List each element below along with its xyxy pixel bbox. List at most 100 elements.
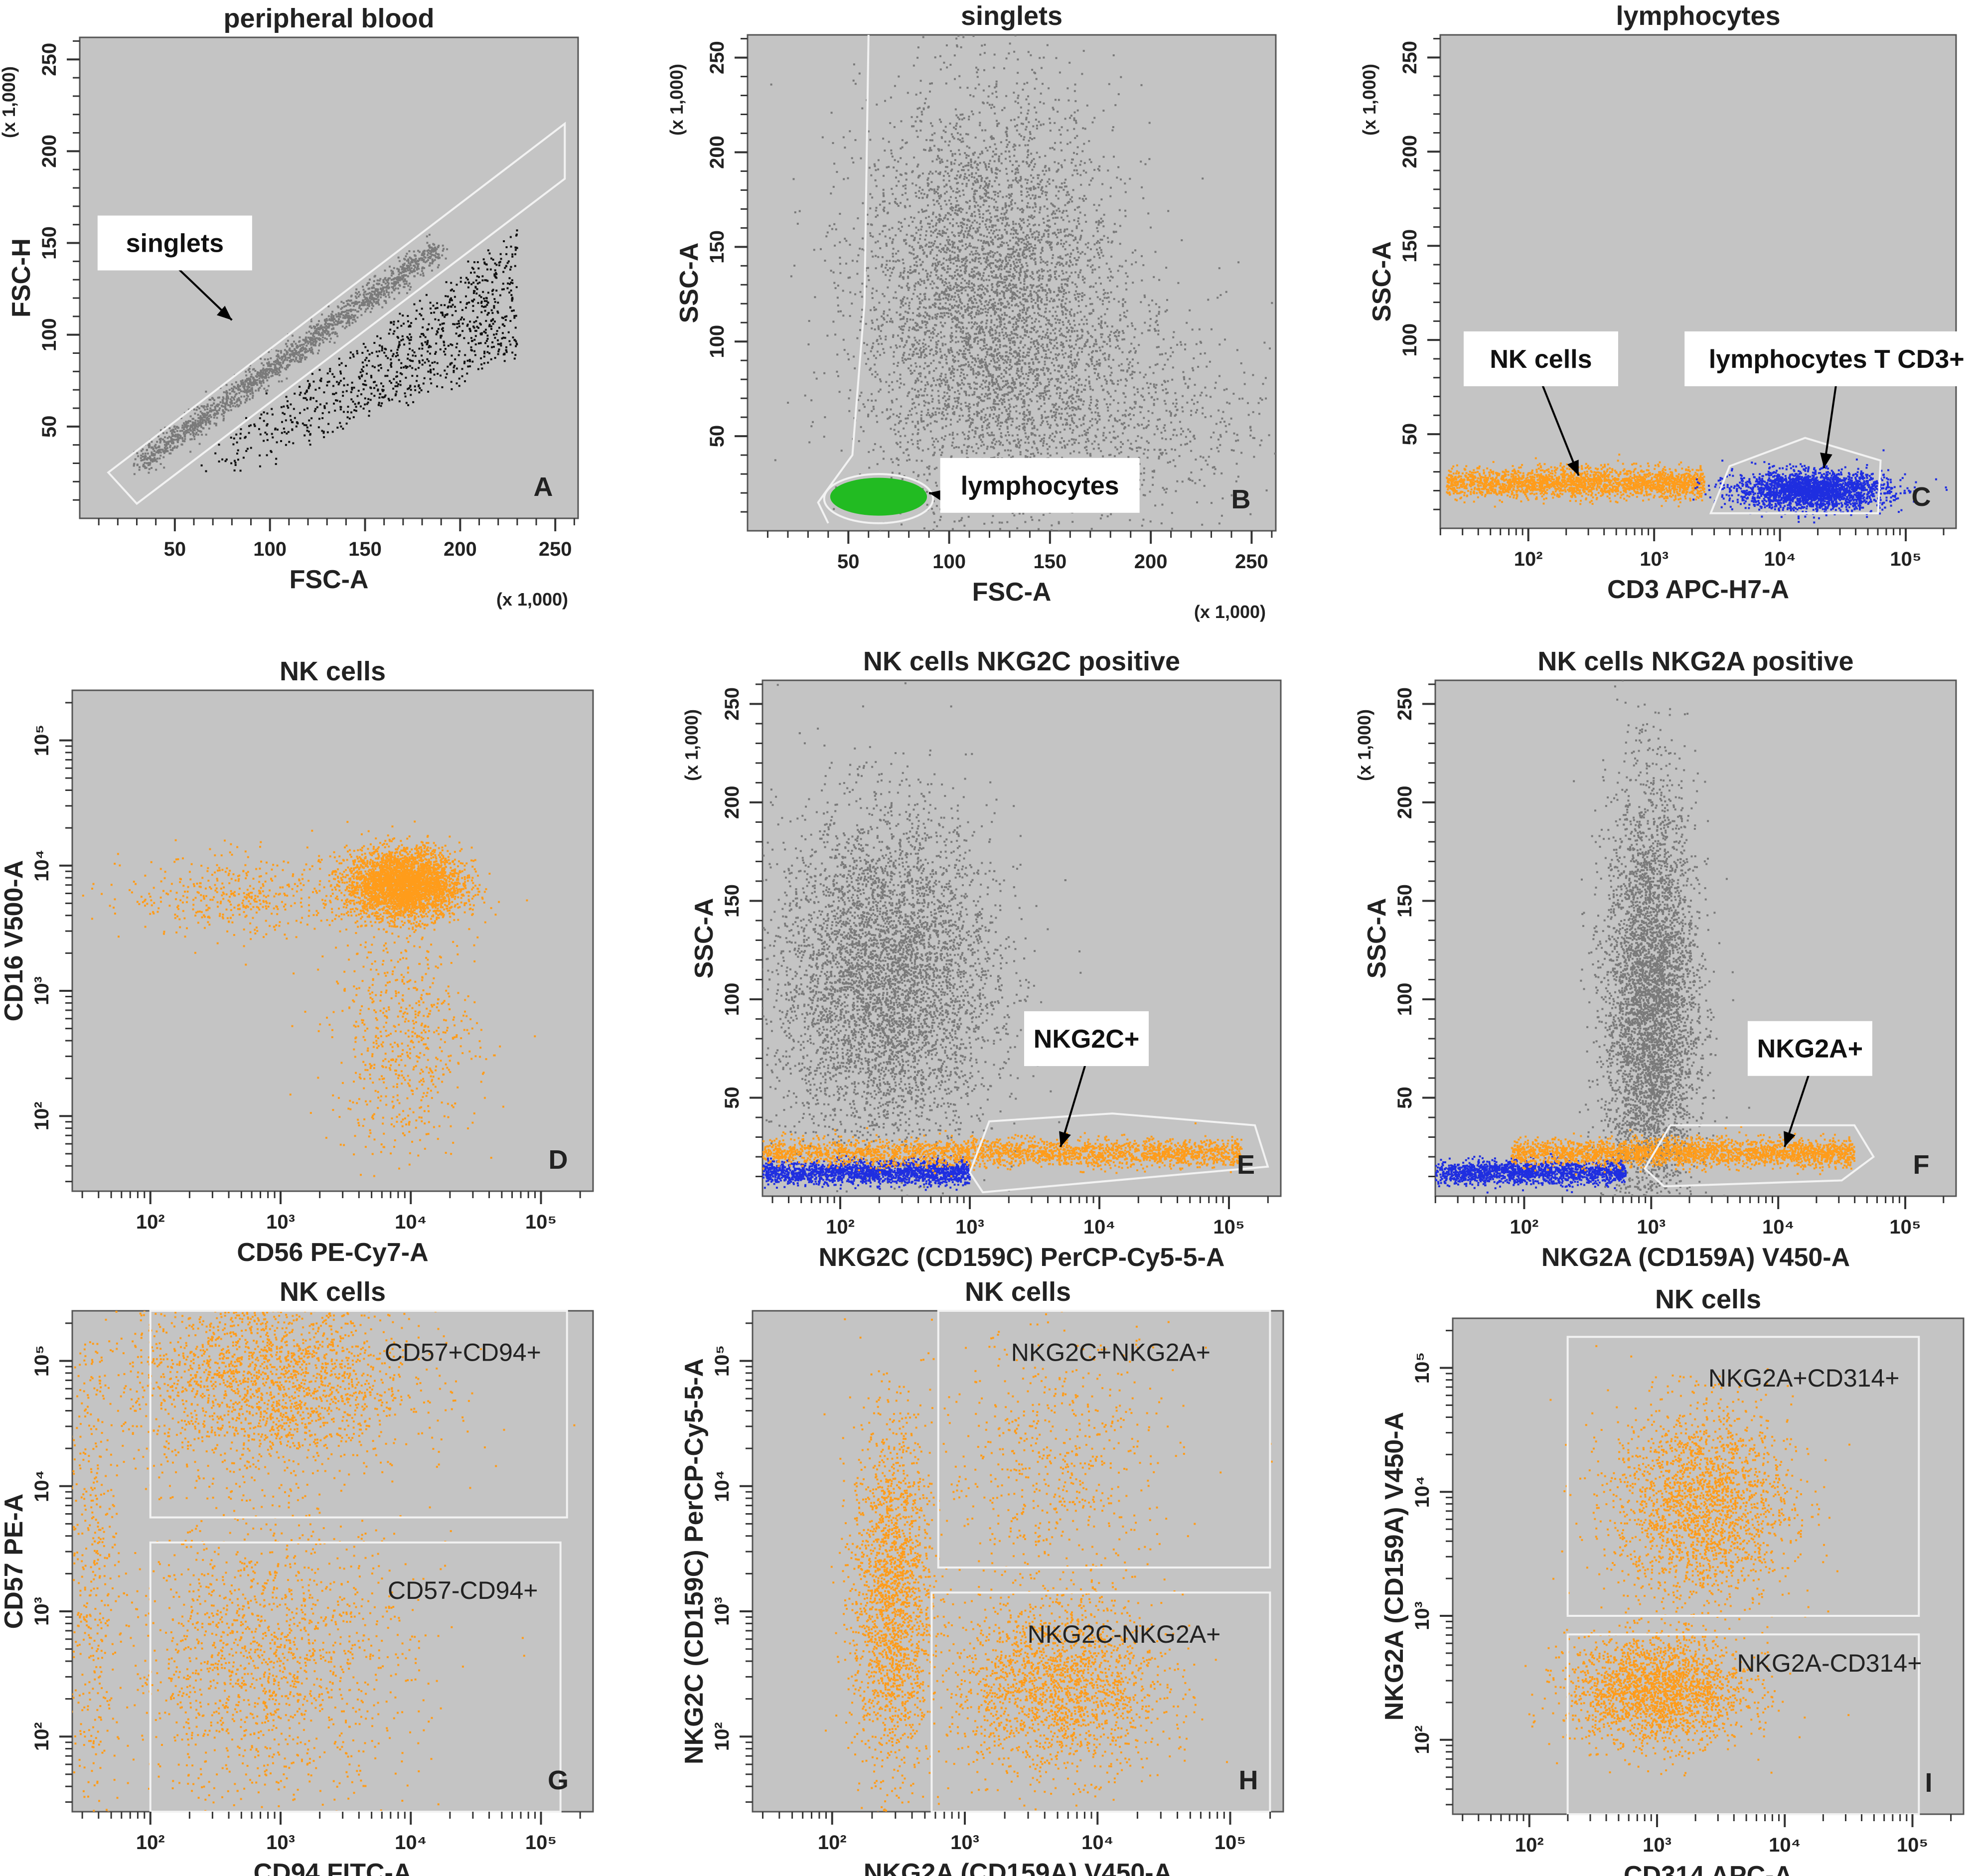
event-dot — [1046, 385, 1049, 388]
event-dot — [931, 249, 933, 251]
event-dot — [240, 402, 242, 405]
event-dot — [1164, 381, 1166, 383]
event-dot — [903, 351, 906, 354]
event-dot — [142, 459, 144, 461]
event-dot — [196, 406, 199, 408]
event-dot — [214, 407, 216, 409]
event-dot — [165, 432, 168, 434]
event-dot — [920, 280, 923, 283]
event-dot — [1076, 338, 1079, 340]
event-dot — [1005, 131, 1007, 134]
event-dot — [165, 443, 168, 445]
event-dot — [143, 458, 146, 461]
event-dot — [494, 301, 496, 303]
event-dot — [357, 301, 359, 304]
event-dot — [1110, 241, 1113, 244]
event-dot — [1044, 166, 1046, 168]
event-dot — [1037, 276, 1040, 279]
event-dot — [1103, 427, 1106, 429]
event-dot — [968, 383, 971, 385]
event-dot — [970, 307, 973, 310]
event-dot — [847, 353, 849, 355]
event-dot — [1046, 224, 1048, 227]
event-dot — [922, 306, 925, 309]
event-dot — [936, 265, 938, 267]
event-dot — [397, 383, 400, 385]
event-dot — [972, 450, 974, 453]
event-dot — [358, 307, 360, 309]
event-dot — [935, 224, 937, 227]
event-dot — [503, 360, 506, 362]
event-dot — [392, 272, 395, 275]
event-dot — [985, 164, 987, 167]
event-dot — [404, 267, 406, 270]
event-dot — [451, 288, 454, 291]
event-dot — [473, 290, 476, 293]
event-dot — [332, 327, 335, 330]
event-dot — [391, 272, 393, 275]
event-dot — [447, 344, 450, 347]
event-dot — [1081, 73, 1083, 75]
event-dot — [373, 293, 376, 296]
event-dot — [273, 361, 275, 363]
event-dot — [232, 397, 235, 399]
event-dot — [981, 359, 983, 361]
event-dot — [501, 316, 503, 319]
event-dot — [1076, 135, 1078, 137]
event-dot — [1057, 168, 1060, 171]
event-dot — [952, 317, 954, 319]
event-dot — [981, 284, 983, 286]
event-dot — [265, 390, 267, 392]
event-dot — [870, 235, 872, 237]
event-dot — [405, 280, 408, 283]
event-dot — [493, 333, 495, 336]
event-dot — [1108, 268, 1111, 270]
event-dot — [459, 277, 462, 279]
event-dot — [410, 338, 412, 341]
event-dot — [365, 357, 368, 359]
event-dot — [1065, 422, 1068, 424]
event-dot — [304, 350, 306, 353]
event-dot — [893, 351, 895, 353]
event-dot — [971, 429, 974, 432]
event-dot — [426, 260, 428, 263]
event-dot — [236, 453, 238, 455]
event-dot — [151, 454, 153, 457]
event-dot — [981, 245, 984, 248]
event-dot — [495, 272, 497, 274]
event-dot — [918, 306, 921, 309]
event-dot — [1065, 185, 1067, 188]
event-dot — [372, 299, 375, 302]
event-dot — [963, 234, 965, 237]
y-tick-label: 150 — [38, 226, 60, 260]
event-dot — [199, 410, 202, 413]
event-dot — [218, 460, 220, 463]
event-dot — [449, 301, 451, 304]
event-dot — [1005, 255, 1008, 258]
event-dot — [282, 362, 284, 364]
event-dot — [383, 281, 385, 284]
event-dot — [903, 325, 905, 327]
event-dot — [917, 211, 920, 213]
event-dot — [952, 288, 954, 290]
event-dot — [1024, 334, 1026, 336]
event-dot — [1063, 428, 1066, 431]
event-dot — [1006, 439, 1008, 442]
event-dot — [955, 191, 957, 193]
event-dot — [270, 357, 272, 359]
event-dot — [994, 276, 996, 279]
event-dot — [270, 368, 273, 370]
event-dot — [1000, 153, 1003, 155]
event-dot — [985, 200, 988, 202]
event-dot — [476, 316, 479, 318]
event-dot — [1054, 142, 1056, 144]
event-dot — [483, 352, 486, 354]
event-dot — [939, 312, 942, 314]
event-dot — [1053, 440, 1055, 443]
event-dot — [280, 440, 282, 442]
event-dot — [978, 310, 980, 313]
event-dot — [175, 438, 178, 441]
event-dot — [453, 366, 455, 369]
event-dot — [1040, 392, 1043, 395]
event-dot — [1052, 300, 1055, 303]
